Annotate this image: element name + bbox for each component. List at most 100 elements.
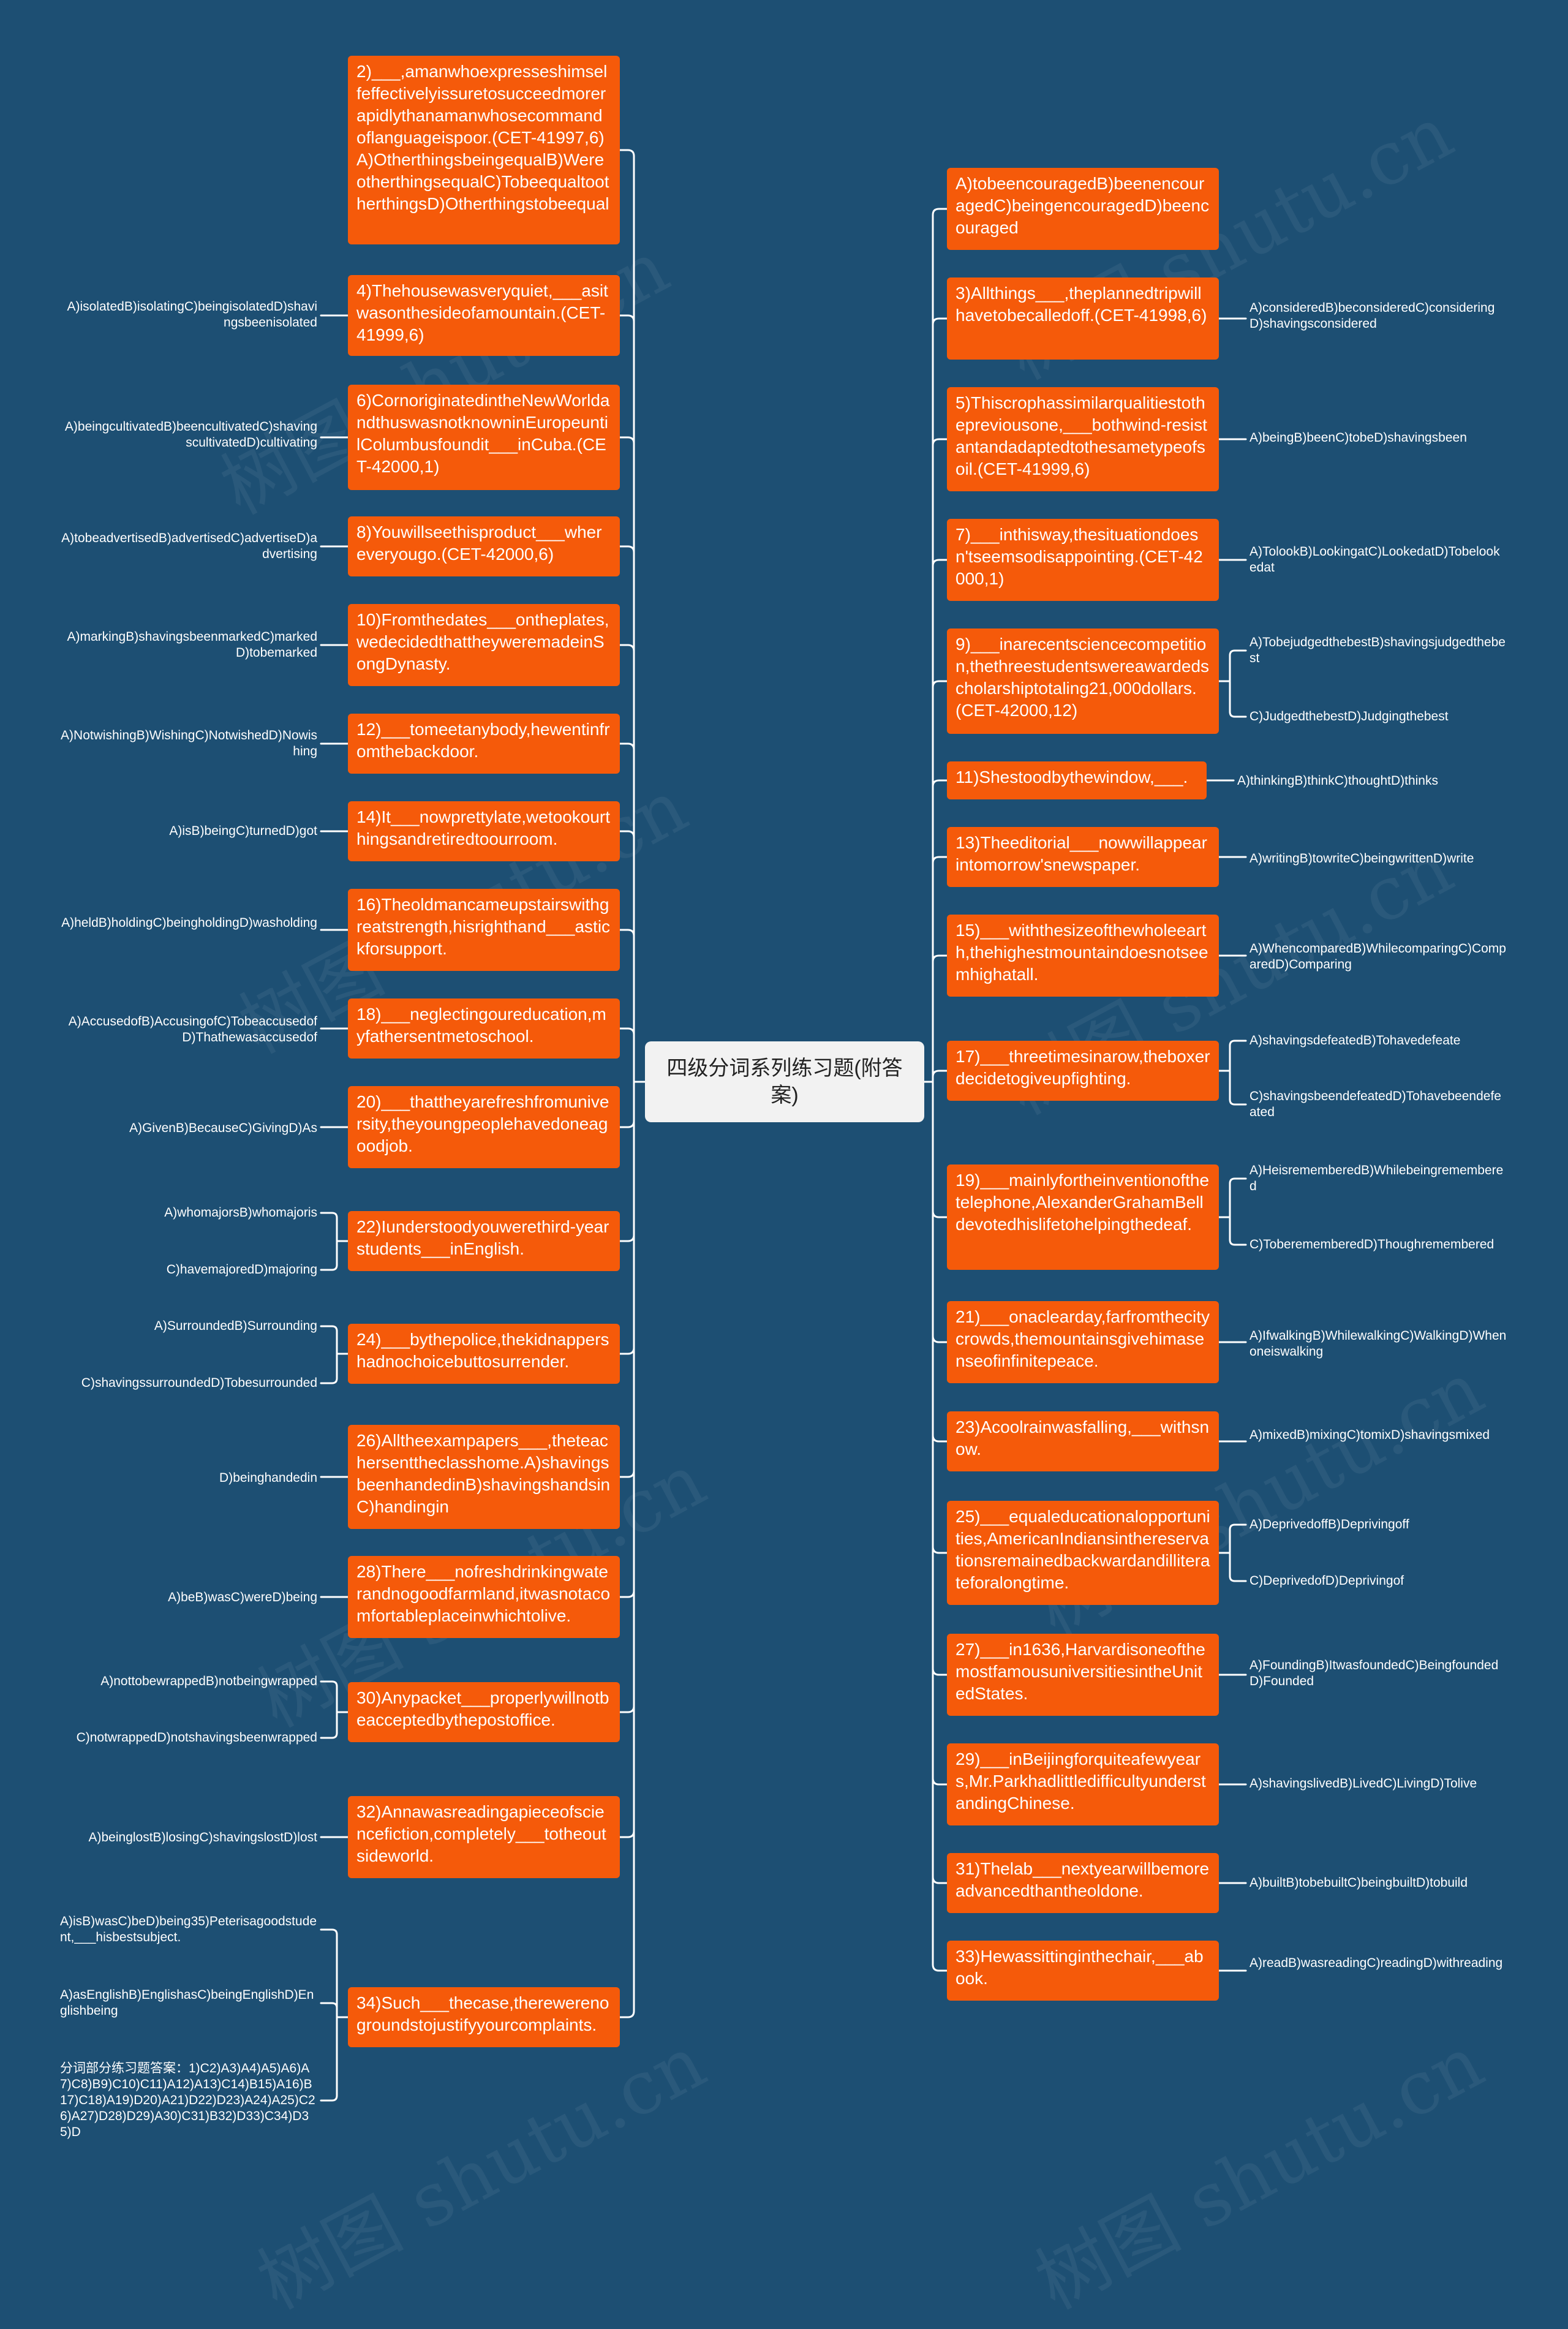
topic-right-1: A)tobeencouragedB)beenencouragedC)beinge… [947,168,1219,250]
topic-right-13: 25)___equaleducationalopportunities,Amer… [947,1501,1219,1605]
topic-right-4: 7)___inthisway,thesituationdoesn'tseemso… [947,519,1219,601]
branch-line-left [619,545,635,1083]
leaf-right-7-1: A)writingB)towriteC)beingwrittenD)write [1250,851,1474,866]
leaf-left-5-1: A)markingB)shavingsbeenmarkedC)markedD)t… [67,630,318,660]
topic-right-15: 29)___inBeijingforquiteafewyears,Mr.Park… [947,1743,1219,1825]
branch-line-right [932,779,948,1083]
leaf-left-15-2: C)notwrappedD)notshavingsbeenwrapped [76,1731,317,1745]
branch-line-left [619,1081,635,1128]
branch-line-right [932,856,948,1083]
branch-line-left [619,1027,635,1083]
leaf-left-11-2: C)havemajoredD)majoring [166,1263,317,1277]
topic-left-6: 12)___tomeetanybody,hewentinfromthebackd… [348,714,620,774]
branch-line-right [932,1070,948,1083]
branch-line-left [619,1081,635,2018]
branch-line-right [932,1081,948,1884]
topic-left-14: 28)There___nofreshdrinkingwaterandnogood… [348,1556,620,1638]
branch-line-right [932,1081,948,1443]
topic-right-8: 15)___withthesizeofthewholeearth,thehigh… [947,915,1219,997]
leaf-left-12-1: A)SurroundedB)Surrounding [154,1319,317,1333]
leaf-right-6-1: A)thinkingB)thinkC)thoughtD)thinks [1237,774,1438,788]
leaf-left-6-1: A)NotwishingB)WishingC)NotwishedD)Nowish… [61,728,317,758]
topic-left-2: 4)Thehousewasveryquiet,___asitwasonthesi… [348,275,620,356]
branch-line-right [932,208,948,1083]
leaf-line [320,2002,338,2018]
leaf-right-13-2: C)DeprivedofD)Deprivingof [1250,1574,1404,1588]
leaf-right-13-1: A)DeprivedoffB)Deprivingoff [1250,1517,1409,1531]
leaf-right-2-1: A)consideredB)beconsideredC)consideringD… [1250,301,1495,331]
leaf-line [1229,1216,1247,1246]
topic-right-9: 17)___threetimesinarow,theboxerdecidetog… [947,1041,1219,1101]
leaf-right-17-1: A)readB)wasreadingC)readingD)withreading [1250,1956,1503,1970]
branch-line-left [619,929,635,1083]
branch-line-left [619,1081,635,1478]
topic-left-1: 2)___,amanwhoexpresseshimselfeffectively… [348,56,620,244]
leaf-left-9-1: A)AccusedofB)AccusingofC)TobeaccusedofD)… [68,1014,317,1044]
branch-line-left [619,830,635,1083]
leaf-left-11-1: A)whomajorsB)whomajoris [164,1206,317,1220]
leaf-left-2-1: A)isolatedB)isolatingC)beingisolatedD)sh… [67,300,317,330]
topic-left-4: 8)Youwillseethisproduct___whereveryougo.… [348,516,620,576]
leaf-right-5-1: A)TobejudgedthebestB)shavingsjudgedthebe… [1250,635,1506,665]
branch-line-right [932,954,948,1083]
branch-line-left [619,644,635,1083]
topic-left-10: 20)___thattheyarefreshfromuniversity,the… [348,1086,620,1168]
branch-line-right [932,1081,948,1786]
topic-right-7: 13)Theeditorial___nowwillappearintomorro… [947,827,1219,887]
leaf-left-15-1: A)nottobewrappedB)notbeingwrapped [100,1674,317,1688]
leaf-line [320,1325,338,1355]
topic-right-3: 5)Thiscrophassimilarqualitiestotheprevio… [947,387,1219,491]
topic-left-8: 16)Theoldmancameupstairswithgreatstrengt… [348,889,620,971]
leaf-right-10-1: A)HeisrememberedB)Whilebeingremembered [1250,1163,1504,1193]
leaf-line [320,1353,338,1384]
topic-left-16: 32)Annawasreadingapieceofsciencefiction,… [348,1796,620,1878]
leaf-line [1229,1177,1247,1218]
topic-right-14: 27)___in1636,Harvardisoneofthemostfamous… [947,1634,1219,1716]
leaf-left-14-1: A)beB)wasC)wereD)being [168,1590,317,1604]
topic-right-5: 9)___inarecentsciencecompetition,thethre… [947,628,1219,734]
branch-line-right [932,1081,948,1676]
leaf-right-3-1: A)beingB)beenC)tobeD)shavingsbeen [1250,431,1467,445]
leaf-right-4-1: A)TolookB)LookingatC)LookedatD)Tobelooke… [1250,545,1500,575]
leaf-right-16-1: A)builtB)tobebuiltC)beingbuiltD)tobuild [1250,1876,1468,1890]
central-topic: 四级分词系列练习题(附答案) [645,1041,924,1122]
topic-right-2: 3)Allthings___,theplannedtripwillhavetob… [947,277,1219,360]
branch-line-left [619,742,635,1083]
topic-left-9: 18)___neglectingoureducation,myfathersen… [348,998,620,1059]
topic-left-11: 22)Iunderstoodyouwerethird-yearstudents_… [348,1211,620,1271]
branch-line-right [932,680,948,1083]
topic-right-6: 11)Shestoodbythewindow,___. [947,761,1207,799]
branch-line-left [619,1081,635,1355]
branch-line-right [932,559,948,1083]
leaf-left-17-1: A)isB)wasC)beD)being35)Peterisagoodstude… [60,1914,317,1944]
leaf-line [1229,1523,1247,1554]
topic-left-17: 34)Such___thecase,therewerenogroundstoju… [348,1987,620,2047]
leaf-left-10-1: A)GivenB)BecauseC)GivingD)As [129,1121,317,1135]
topic-left-15: 30)Anypacket___properlywillnotbeaccepted… [348,1682,620,1742]
leaf-left-12-2: C)shavingssurroundedD)Tobesurrounded [81,1376,317,1390]
leaf-line [1229,1040,1247,1072]
leaf-right-15-1: A)shavingslivedB)LivedC)LivingD)Tolive [1250,1776,1477,1791]
leaf-left-17-2: A)asEnglishB)EnglishasC)beingEnglishD)En… [60,1988,314,2018]
leaf-right-9-2: C)shavingsbeendefeatedD)Tohavebeendefeat… [1250,1089,1501,1119]
leaf-line [1229,680,1247,718]
leaf-right-12-1: A)mixedB)mixingC)tomixD)shavingsmixed [1250,1428,1490,1442]
leaf-line [1229,1552,1247,1582]
leaf-right-8-1: A)WhencomparedB)WhilecomparingC)Compared… [1250,942,1506,972]
leaf-right-11-1: A)IfwalkingB)WhilewalkingC)WalkingD)When… [1250,1329,1507,1359]
leaf-line [320,1711,338,1739]
leaf-left-16-1: A)beinglostB)losingC)shavingslostD)lost [88,1830,318,1844]
leaf-line [320,2016,338,2102]
leaf-right-5-2: C)JudgedthebestD)Judgingthebest [1250,709,1449,723]
leaf-line [320,1212,338,1242]
topic-left-3: 6)CornoriginatedintheNewWorldandthuswasn… [348,385,620,490]
topic-left-7: 14)It___nowprettylate,wetookourthingsand… [348,801,620,861]
topic-left-5: 10)Fromthedates___ontheplates,wedecidedt… [348,604,620,686]
leaf-line [320,1680,338,1713]
branch-line-right [932,438,948,1083]
branch-line-right [932,1081,948,1218]
branch-line-left [619,1081,635,1713]
topic-left-12: 24)___bythepolice,thekidnappershadnochoi… [348,1324,620,1384]
branch-line-left [619,436,635,1083]
leaf-right-10-2: C)ToberememberedD)Thoughremembered [1250,1237,1494,1251]
